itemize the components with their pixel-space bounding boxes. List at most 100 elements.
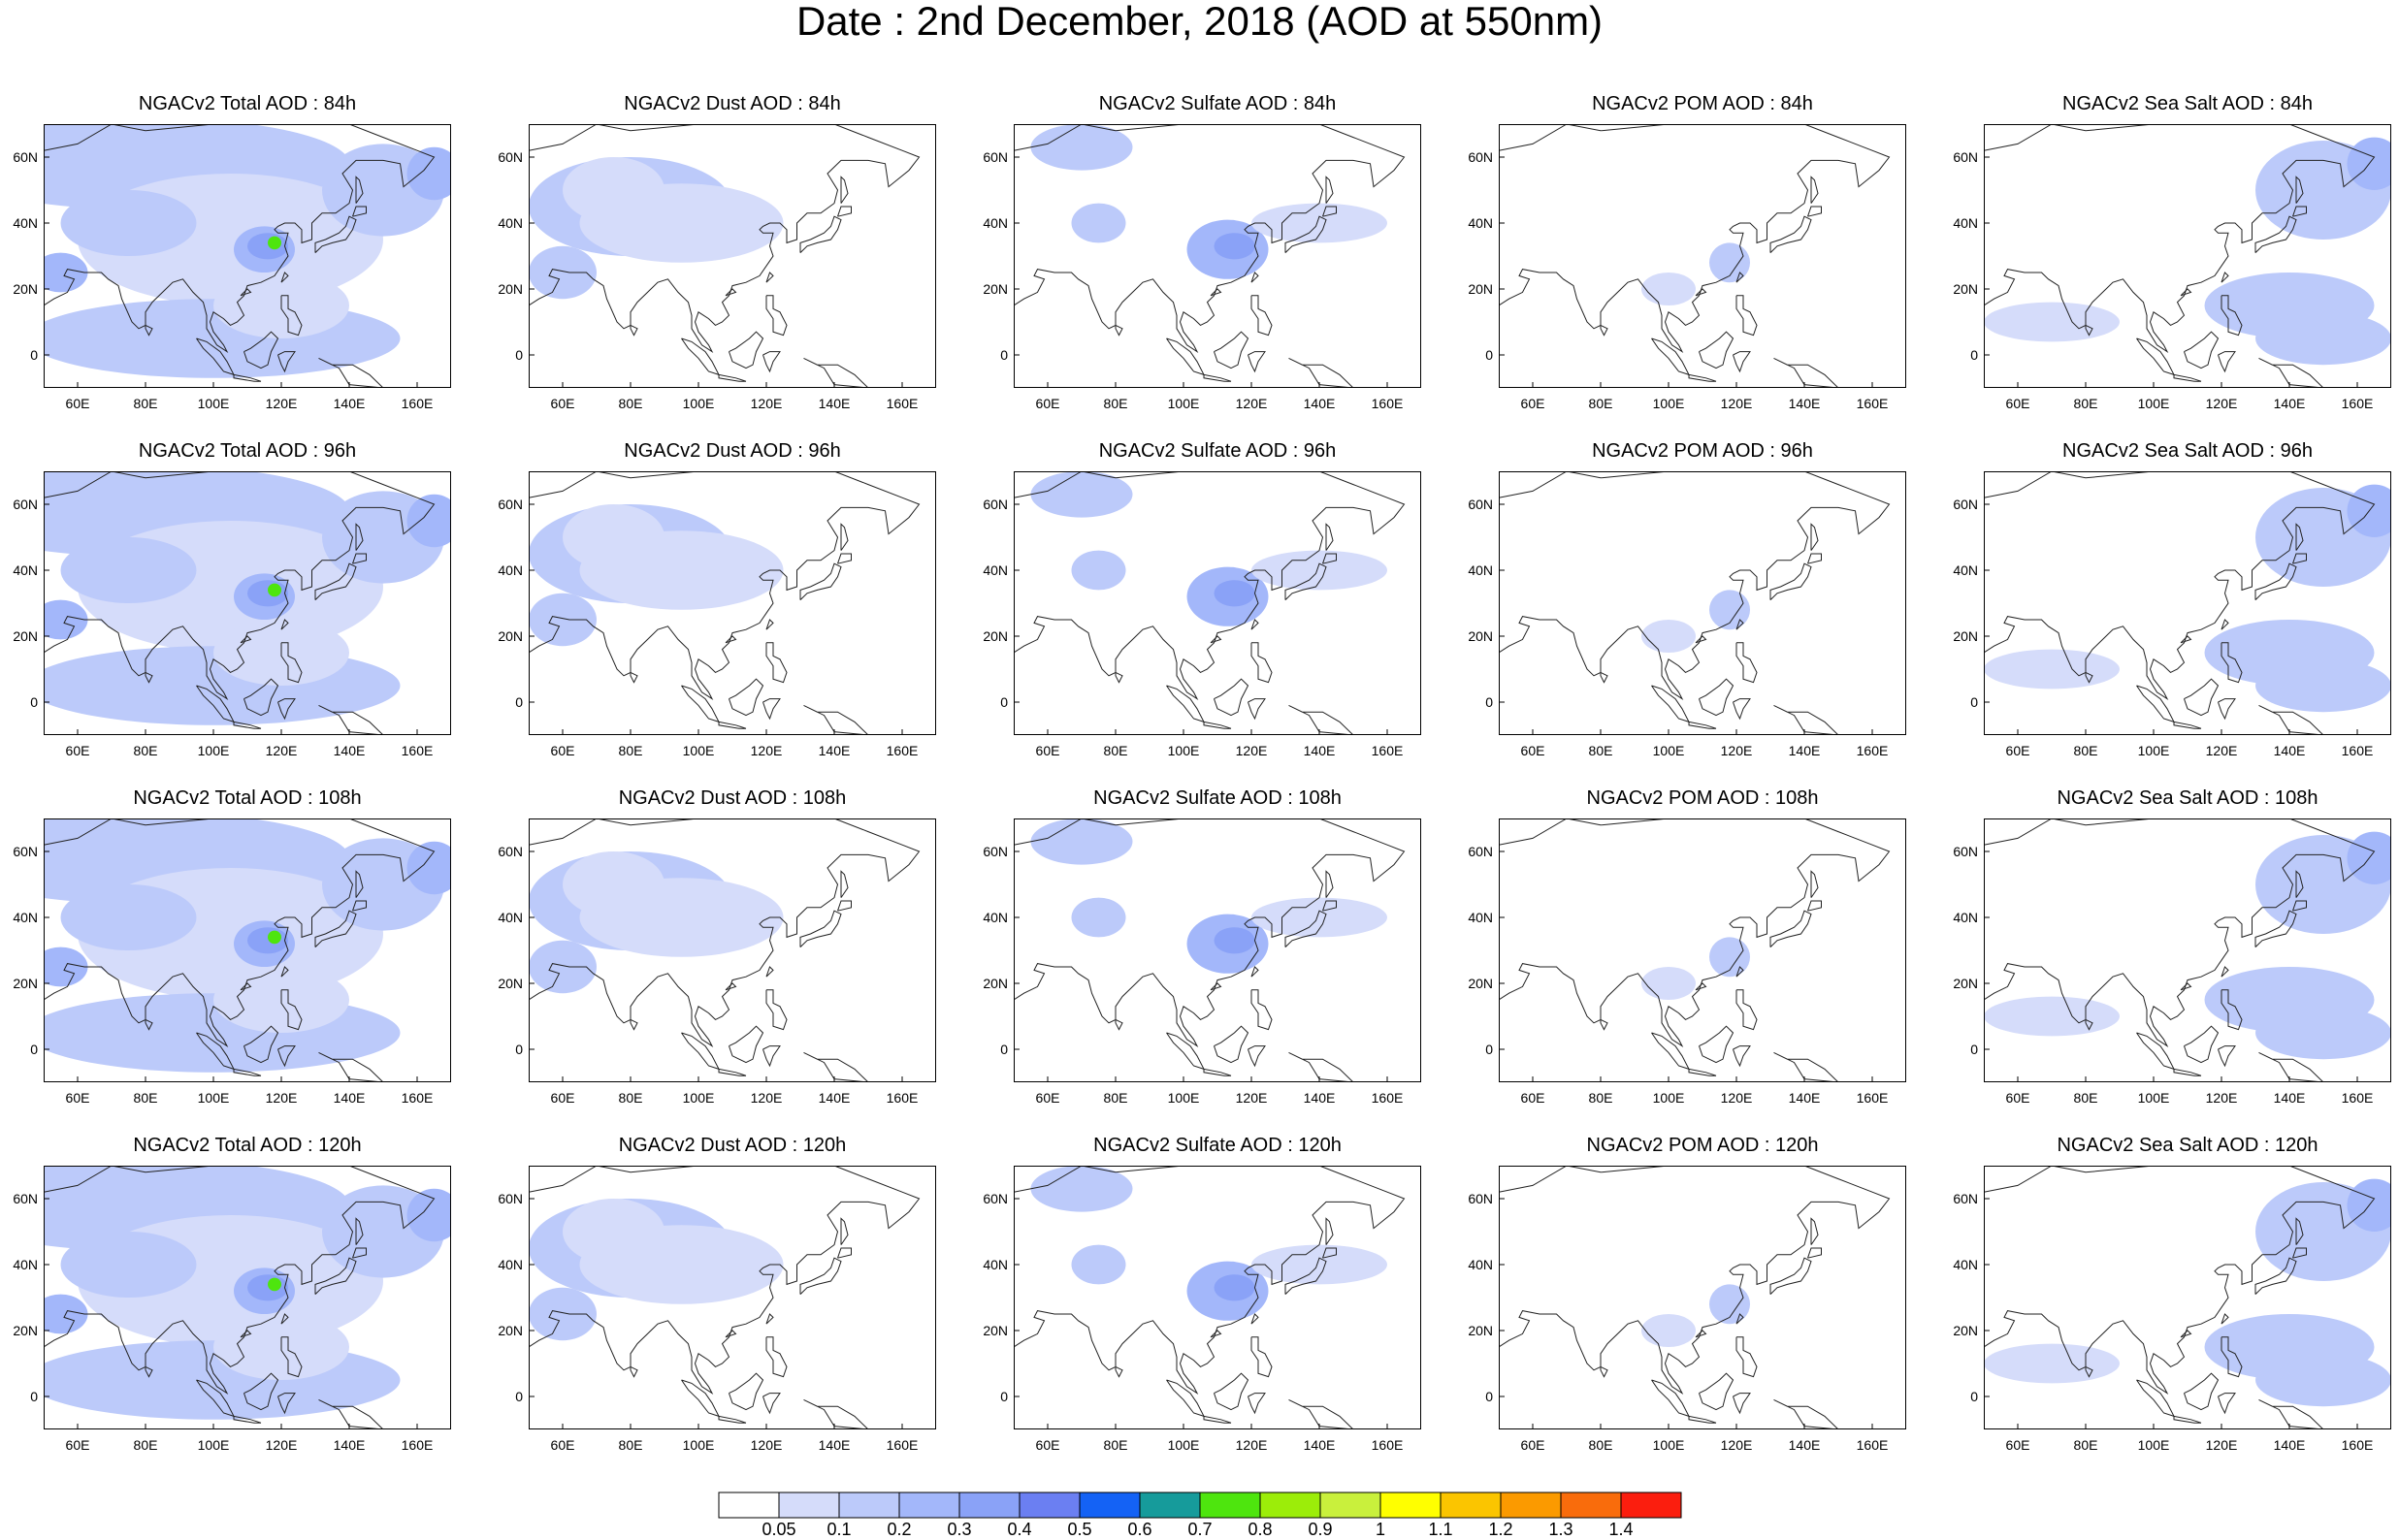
coastline (1735, 1313, 1744, 1325)
coastline (2258, 1051, 2324, 1082)
coastline (2180, 1330, 2192, 1338)
lon-tick-label: 160E (1856, 743, 1889, 758)
coastline (280, 989, 303, 1031)
lat-tick-label: 20N (1953, 281, 1978, 297)
coastline (1600, 1365, 1608, 1378)
coastline (729, 1372, 764, 1411)
coastline (2254, 910, 2297, 947)
aod-field (1984, 996, 2120, 1037)
lat-tick-label: 20N (13, 628, 38, 644)
lon-tick-label: 80E (133, 743, 158, 758)
coastline (2173, 373, 2202, 382)
coastline (765, 642, 788, 684)
lon-tick-label: 100E (2137, 1437, 2170, 1453)
colorbar-label: 0.5 (1067, 1520, 1092, 1539)
coastline (2295, 870, 2304, 898)
coastline (355, 1217, 364, 1245)
lat-tick-label: 0 (1970, 1042, 1978, 1057)
coastline (2254, 215, 2297, 253)
coastline (799, 910, 842, 947)
lat-tick-label: 40N (13, 1257, 38, 1272)
coastline (1735, 295, 1758, 337)
coastline (1773, 1398, 1839, 1429)
lat-tick-label: 0 (515, 347, 523, 363)
lat-tick-label: 20N (498, 1323, 523, 1338)
lon-tick-label: 140E (818, 1437, 851, 1453)
lon-tick-label: 120E (1235, 743, 1268, 758)
coastline (1699, 1372, 1734, 1411)
coastline (2184, 1025, 2220, 1064)
lat-tick-label: 0 (30, 347, 38, 363)
coastline (2180, 982, 2192, 991)
lon-tick-label: 160E (401, 396, 434, 411)
lon-tick-label: 160E (886, 1437, 919, 1453)
lat-tick-label: 20N (1953, 976, 1978, 991)
coastline (277, 1393, 296, 1415)
coastline (240, 635, 252, 644)
coastline (1773, 357, 1839, 388)
map-frame (44, 471, 451, 735)
coastline (2258, 357, 2324, 388)
coastline (2221, 1313, 2229, 1325)
colorbar-label: 0.9 (1308, 1520, 1333, 1539)
lon-tick-label: 100E (682, 1437, 715, 1453)
lon-tick-label: 120E (2205, 1090, 2238, 1106)
coastline (1773, 704, 1839, 735)
lon-tick-label: 140E (1788, 396, 1821, 411)
coastline (803, 357, 869, 388)
lon-tick-label: 140E (2273, 1090, 2306, 1106)
coastline (277, 1045, 296, 1068)
lon-tick-label: 100E (682, 396, 715, 411)
lat-tick-label: 40N (1953, 215, 1978, 231)
aod-map-panel (529, 1166, 936, 1429)
coastline (1248, 1045, 1266, 1068)
lon-tick-label: 140E (2273, 396, 2306, 411)
lon-tick-label: 80E (618, 396, 643, 411)
coastline (2218, 1045, 2236, 1068)
coastline (1600, 1018, 1608, 1031)
lon-tick-label: 100E (1167, 1437, 1200, 1453)
panel-title: NGACv2 POM AOD : 96h (1592, 440, 1813, 462)
coastline (765, 295, 788, 337)
coastline (1250, 966, 1259, 978)
coastline (145, 671, 153, 684)
coastline (840, 523, 849, 551)
lon-tick-label: 120E (1235, 396, 1268, 411)
lat-tick-label: 0 (515, 1042, 523, 1057)
coastline (1214, 331, 1249, 369)
coastline (1735, 989, 1758, 1031)
aod-map-panel (1014, 124, 1421, 388)
aod-field (268, 236, 281, 250)
lat-tick-label: 0 (1485, 1389, 1493, 1404)
coastline (1984, 1166, 2376, 1396)
coastline (1810, 523, 1819, 551)
coastline (355, 176, 364, 204)
colorbar-label: 0.6 (1127, 1520, 1152, 1539)
coastline (1769, 562, 1812, 600)
aod-field (1030, 471, 1133, 518)
coastline (243, 678, 279, 717)
aod-field (1030, 818, 1133, 865)
lat-tick-label: 40N (983, 562, 1008, 578)
lon-tick-label: 60E (65, 743, 90, 758)
coastline (1695, 1330, 1707, 1338)
lon-tick-label: 80E (1103, 1437, 1128, 1453)
lon-tick-label: 100E (2137, 396, 2170, 411)
lat-tick-label: 20N (983, 281, 1008, 297)
lon-tick-label: 100E (197, 1090, 230, 1106)
aod-map-panel (529, 124, 936, 388)
coastline (1203, 1068, 1232, 1076)
lat-tick-label: 40N (498, 1257, 523, 1272)
lat-tick-label: 0 (1000, 1389, 1008, 1404)
coastline (2218, 1393, 2236, 1415)
lat-tick-label: 40N (498, 215, 523, 231)
lon-tick-label: 80E (1588, 743, 1613, 758)
colorbar-label: 0.3 (947, 1520, 972, 1539)
coastline (2295, 1217, 2304, 1245)
coastline (1984, 471, 2376, 701)
coastline (1322, 900, 1337, 912)
coastline (803, 1398, 869, 1429)
lon-tick-label: 140E (333, 1090, 366, 1106)
lon-tick-label: 160E (1371, 1437, 1404, 1453)
lon-tick-label: 60E (65, 1090, 90, 1106)
